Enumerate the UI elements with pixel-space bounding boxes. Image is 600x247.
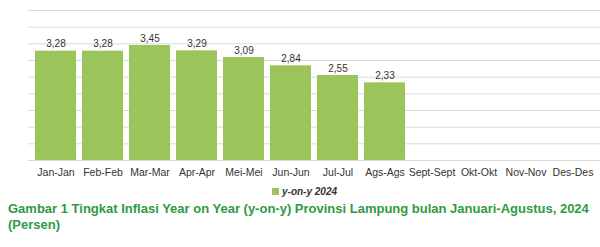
svg-text:Okt-Okt: Okt-Okt xyxy=(461,166,497,178)
svg-text:3,45: 3,45 xyxy=(140,33,160,44)
svg-text:Des-Des: Des-Des xyxy=(553,166,594,178)
svg-text:Nov-Nov: Nov-Nov xyxy=(506,166,548,178)
svg-text:2,33: 2,33 xyxy=(375,70,395,81)
svg-text:Jun-Jun: Jun-Jun xyxy=(272,166,310,178)
svg-text:Ags-Ags: Ags-Ags xyxy=(365,166,405,178)
svg-text:Jul-Jul: Jul-Jul xyxy=(323,166,353,178)
svg-text:3,29: 3,29 xyxy=(187,38,207,49)
svg-text:Apr-Apr: Apr-Apr xyxy=(179,166,216,178)
svg-text:3,28: 3,28 xyxy=(46,38,66,49)
svg-text:2,55: 2,55 xyxy=(328,63,348,74)
svg-text:3,28: 3,28 xyxy=(93,38,113,49)
svg-text:Feb-Feb: Feb-Feb xyxy=(83,166,123,178)
svg-text:Mar-Mar: Mar-Mar xyxy=(130,166,170,178)
svg-text:Mei-Mei: Mei-Mei xyxy=(225,166,262,178)
svg-text:Jan-Jan: Jan-Jan xyxy=(37,166,75,178)
svg-text:2,84: 2,84 xyxy=(281,53,301,64)
svg-text:3,09: 3,09 xyxy=(234,45,254,56)
html-text:Gambar 1 Tingkat Inflasi Year: Gambar 1 Tingkat Inflasi Year on Year (y… xyxy=(8,201,589,232)
html-text:y-on-y 2024: y-on-y 2024 xyxy=(282,186,337,197)
svg-text:Sept-Sept: Sept-Sept xyxy=(409,166,456,178)
